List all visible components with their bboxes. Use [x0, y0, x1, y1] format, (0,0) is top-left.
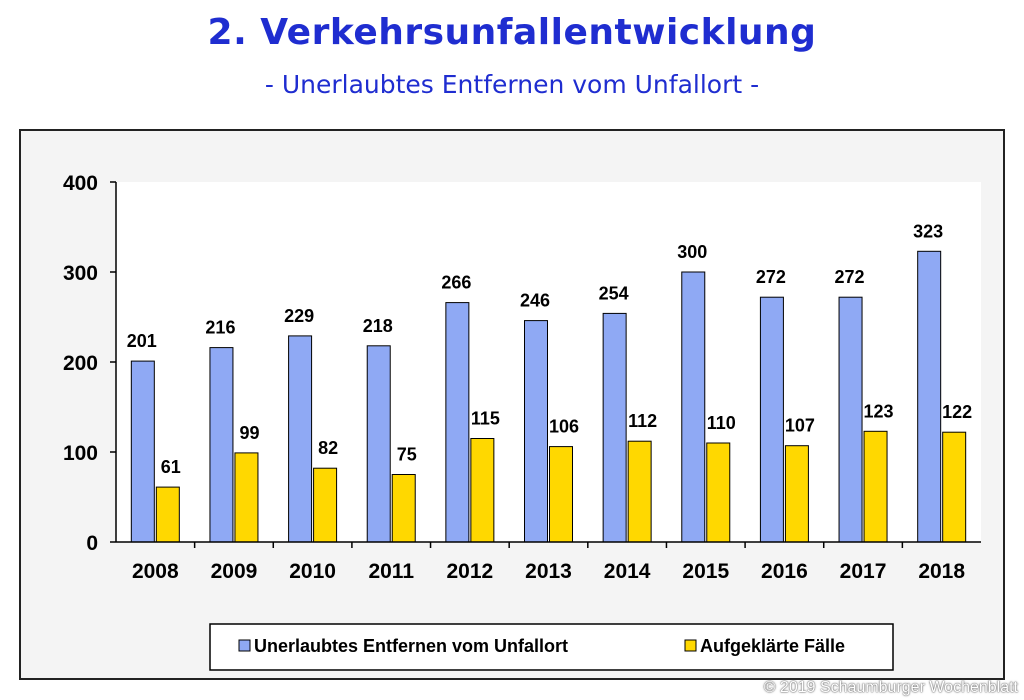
- bar-series-2: [391, 474, 416, 543]
- bar-series-2: [234, 452, 259, 543]
- legend-swatch-series-2: [684, 639, 697, 652]
- legend-swatch-series-1: [238, 639, 251, 652]
- y-tick-label: 100: [63, 442, 98, 465]
- data-label-series-2: 110: [707, 413, 736, 433]
- bar-chart: 0 100 200 300 400 201 61 2008 216 99 2009 229 82 2010…: [63, 172, 981, 671]
- data-label-series-1: 323: [913, 221, 943, 241]
- bar-series-2: [706, 442, 731, 543]
- x-tick-label: 2010: [289, 560, 336, 583]
- x-tick-label: 2014: [604, 560, 651, 583]
- chart-frame: 0 100 200 300 400 201 61 2008 216 99 2009 229 82 2010…: [19, 129, 1005, 680]
- bar-series-1: [288, 335, 313, 543]
- data-label-series-1: 229: [284, 306, 314, 326]
- data-label-series-2: 61: [161, 457, 181, 477]
- bar-series-1: [759, 296, 784, 543]
- y-tick-label: 0: [86, 532, 98, 555]
- data-label-series-2: 112: [628, 411, 657, 431]
- x-tick-label: 2008: [132, 560, 179, 583]
- x-tick-label: 2017: [840, 560, 887, 583]
- data-label-series-2: 106: [549, 417, 579, 437]
- copyright-notice: © 2019 Schaumburger Wochenblatt: [763, 679, 1018, 696]
- data-label-series-1: 218: [363, 316, 393, 336]
- bar-series-2: [863, 430, 888, 543]
- data-label-series-1: 272: [835, 267, 865, 287]
- bar-series-1: [681, 271, 706, 543]
- legend-box: [209, 623, 894, 671]
- page-title: 2. Verkehrsunfallentwicklung: [207, 12, 817, 53]
- bar-series-1: [524, 320, 548, 543]
- data-label-series-1: 216: [205, 318, 235, 338]
- data-label-series-2: 122: [942, 402, 972, 422]
- x-tick-label: 2011: [368, 560, 414, 583]
- bar-series-1: [445, 302, 470, 543]
- x-tick-label: 2012: [447, 560, 494, 583]
- data-label-series-1: 254: [599, 283, 629, 303]
- data-label-series-1: 246: [520, 291, 550, 311]
- data-label-series-1: 300: [677, 242, 707, 262]
- bar-series-1: [602, 312, 627, 543]
- data-label-series-2: 107: [785, 416, 815, 436]
- bar-series-1: [130, 360, 155, 543]
- x-tick-label: 2018: [918, 560, 965, 583]
- bar-series-1: [209, 347, 234, 543]
- bar-series-2: [942, 431, 967, 543]
- y-tick-label: 300: [63, 262, 98, 285]
- data-label-series-1: 201: [127, 331, 157, 351]
- y-tick-label: 400: [63, 172, 98, 195]
- bar-series-2: [155, 486, 180, 543]
- bar-series-1: [838, 296, 863, 543]
- bar-series-2: [784, 445, 809, 543]
- page-subtitle: - Unerlaubtes Entfernen vom Unfallort -: [264, 70, 760, 99]
- bar-series-2: [627, 440, 652, 543]
- x-tick-label: 2013: [525, 560, 572, 583]
- plot-area: [116, 182, 981, 542]
- data-label-series-2: 99: [239, 423, 259, 443]
- bar-series-2: [313, 467, 338, 543]
- data-label-series-2: 123: [864, 401, 894, 421]
- x-tick-label: 2009: [211, 560, 258, 583]
- bar-series-2: [470, 438, 495, 543]
- data-label-series-2: 115: [471, 409, 500, 429]
- data-label-series-2: 82: [318, 438, 338, 458]
- data-label-series-1: 272: [756, 267, 786, 287]
- bar-series-1: [366, 345, 391, 543]
- x-tick-label: 2015: [682, 560, 729, 583]
- y-tick-label: 200: [63, 352, 98, 375]
- data-label-series-1: 266: [441, 273, 471, 293]
- legend-label-series-1: Unerlaubtes Entfernen vom Unfallort: [254, 636, 568, 656]
- bar-series-2: [549, 446, 573, 543]
- x-tick-label: 2016: [761, 560, 808, 583]
- bar-series-1: [917, 250, 942, 543]
- legend-label-series-2: Aufgeklärte Fälle: [700, 636, 845, 656]
- data-label-series-2: 75: [397, 445, 417, 465]
